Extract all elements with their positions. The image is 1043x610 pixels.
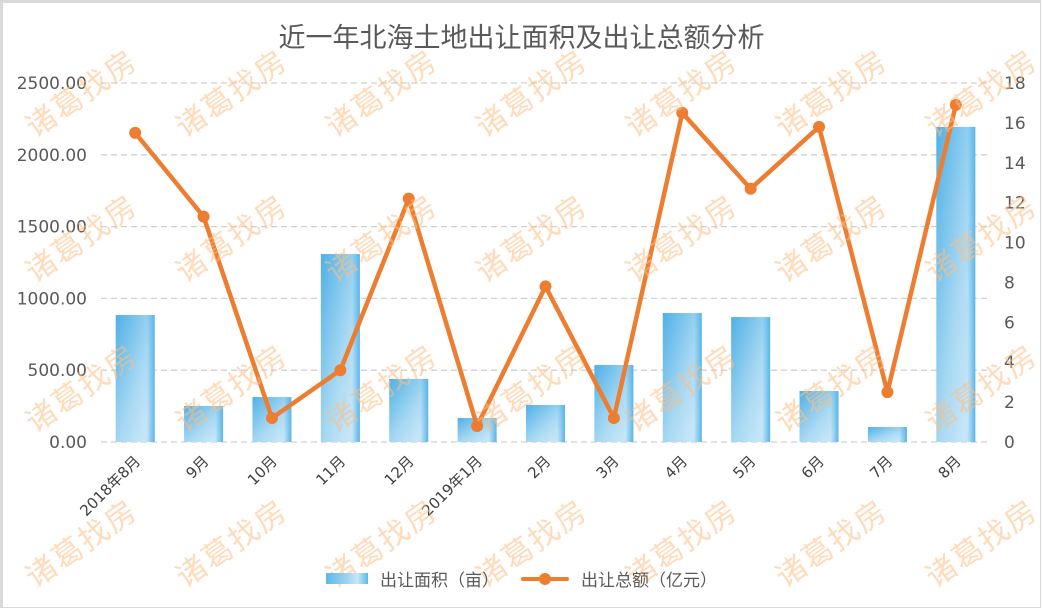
line-point — [881, 386, 894, 399]
bar-series — [115, 126, 976, 443]
x-tick-label: 7月 — [866, 452, 896, 482]
left-tick-label: 1500.00 — [17, 218, 87, 238]
gridlines — [101, 82, 990, 443]
left-tick-label: 2000.00 — [17, 146, 87, 166]
chart-title: 近一年北海土地出让面积及出让总额分析 — [278, 23, 765, 54]
x-tick-label: 5月 — [729, 452, 759, 482]
right-tick-label: 4 — [1004, 353, 1015, 373]
left-tick-label: 1000.00 — [17, 289, 87, 309]
x-tick-label: 8月 — [935, 452, 965, 482]
line-point — [197, 210, 210, 223]
x-tick-label: 12月 — [381, 452, 418, 489]
right-tick-label: 16 — [1004, 114, 1026, 134]
left-axis: 0.00 500.00 1000.00 1500.00 2000.00 2500.00 — [17, 74, 87, 453]
legend: 出让面积（亩） 出让总额（亿元） — [0, 566, 1043, 591]
right-tick-label: 0 — [1004, 433, 1015, 453]
line-point — [676, 106, 689, 119]
line-point — [129, 126, 142, 139]
right-tick-label: 18 — [1004, 74, 1026, 94]
right-tick-label: 14 — [1004, 154, 1026, 174]
line-series — [129, 98, 962, 433]
right-tick-label: 10 — [1004, 234, 1026, 254]
line-point — [402, 192, 415, 205]
x-tick-label: 4月 — [661, 452, 691, 482]
x-tick-label: 11月 — [312, 452, 349, 489]
line-point — [949, 98, 962, 111]
right-axis: 0 2 4 6 8 10 12 14 16 18 — [1004, 74, 1026, 453]
x-tick-label: 9月 — [182, 452, 212, 482]
line-point — [265, 412, 278, 425]
left-tick-label: 500.00 — [28, 361, 87, 381]
line-point — [813, 120, 826, 133]
right-tick-label: 6 — [1004, 313, 1015, 333]
x-tick-label: 10月 — [244, 452, 281, 489]
x-tick-label: 2018年8月 — [76, 452, 144, 520]
x-tick-label: 6月 — [798, 452, 828, 482]
line-point — [539, 280, 552, 293]
right-tick-label: 8 — [1004, 273, 1015, 293]
right-tick-label: 12 — [1004, 194, 1026, 214]
x-tick-label: 3月 — [593, 452, 623, 482]
line-point — [471, 420, 484, 433]
legend-bar-swatch — [326, 573, 368, 584]
legend-bar-label: 出让面积（亩） — [380, 571, 499, 591]
line-point — [744, 182, 757, 195]
line-point — [334, 364, 347, 377]
legend-line-swatch — [521, 572, 569, 585]
x-axis: 2018年8月 9月 10月 11月 12月 2019年1月 2月 3月 4月 5月 6月 7月 8月 — [76, 452, 964, 520]
line-point — [607, 412, 620, 425]
x-tick-label: 2019年1月 — [418, 452, 486, 520]
right-tick-label: 2 — [1004, 393, 1015, 413]
x-tick-label: 2月 — [524, 452, 554, 482]
left-tick-label: 0.00 — [49, 433, 87, 453]
legend-line-label: 出让总额（亿元） — [581, 571, 717, 591]
left-tick-label: 2500.00 — [17, 74, 87, 94]
